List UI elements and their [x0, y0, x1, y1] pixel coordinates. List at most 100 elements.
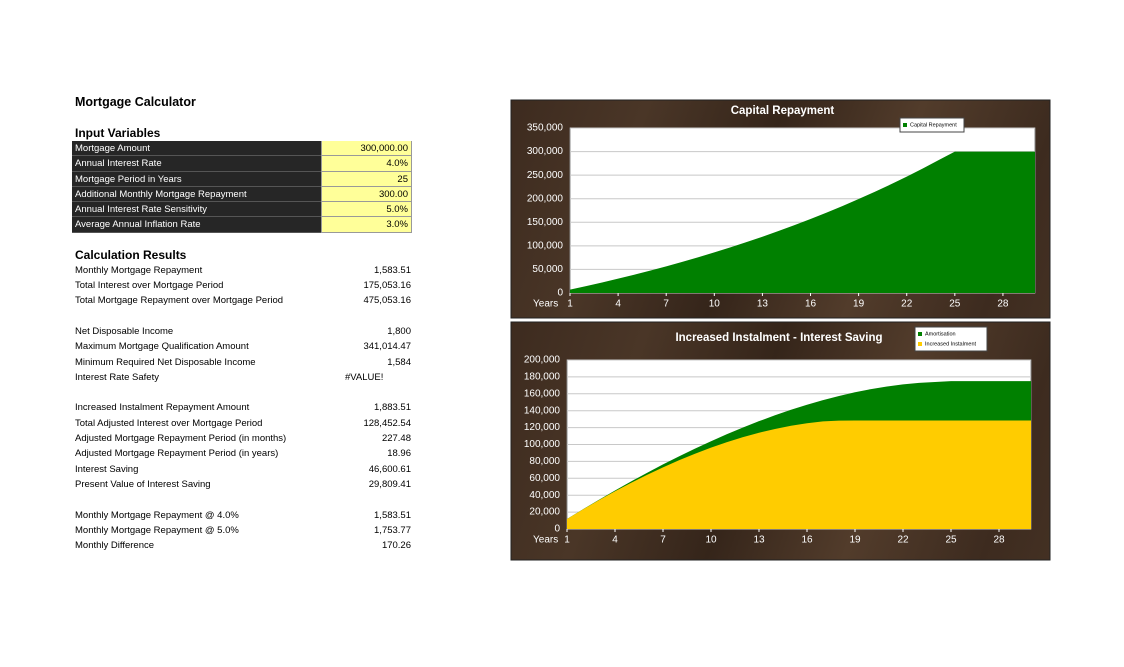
y-tick-label: 20,000: [529, 507, 560, 518]
sheet-title: Mortgage Calculator: [75, 95, 196, 109]
input-label: Annual Interest Rate Sensitivity: [72, 202, 321, 218]
input-value: 4.0%: [321, 156, 412, 172]
input-row: Additional Monthly Mortgage Repayment 300…: [72, 186, 412, 203]
result-row: Maximum Mortgage Qualification Amount 341…: [72, 339, 412, 354]
result-value: #VALUE!: [345, 371, 384, 383]
x-tick-label: 19: [853, 299, 865, 310]
result-value: 29,809.41: [368, 478, 411, 490]
result-label: Increased Instalment Repayment Amount: [75, 402, 250, 414]
x-tick-label: 4: [615, 299, 621, 310]
input-value: 3.0%: [321, 217, 412, 233]
result-label: Interest Saving: [75, 463, 139, 475]
legend-box: [899, 117, 965, 133]
result-label: Minimum Required Net Disposable Income: [75, 356, 256, 368]
result-row: Minimum Required Net Disposable Income 1,…: [72, 355, 412, 370]
x-axis-label: Years: [533, 299, 558, 310]
legend-label: Amortisation: [925, 331, 956, 337]
input-row: Mortgage Period in Years 25: [72, 171, 412, 187]
input-row: Average Annual Inflation Rate 3.0%: [72, 217, 412, 233]
legend-swatch: [903, 123, 907, 127]
y-tick-label: 80,000: [529, 456, 560, 467]
calculator-sheet: Mortgage Calculator Input Variables Mort…: [72, 95, 412, 553]
x-tick-label: 7: [663, 299, 669, 310]
result-value: 1,583.51: [374, 264, 411, 276]
result-row: Adjusted Mortgage Repayment Period (in y…: [72, 446, 412, 461]
y-tick-label: 200,000: [527, 193, 564, 204]
result-value: 475,053.16: [363, 295, 411, 307]
result-value: 128,452.54: [363, 417, 411, 429]
result-row: Total Adjusted Interest over Mortgage Pe…: [72, 416, 412, 431]
result-row: Adjusted Mortgage Repayment Period (in m…: [72, 431, 412, 446]
input-label: Annual Interest Rate: [72, 156, 321, 172]
section-heading: Calculation Results: [75, 247, 187, 262]
x-tick-label: 13: [757, 299, 769, 310]
input-row: Mortgage Amount 300,000.00: [72, 141, 412, 157]
y-tick-label: 250,000: [527, 170, 564, 181]
chart-title: Capital Repayment: [731, 105, 835, 117]
input-row: Annual Interest Rate 4.0%: [72, 156, 412, 172]
input-table: Mortgage Amount 300,000.00 Annual Interest…: [72, 141, 412, 233]
x-tick-label: 25: [949, 299, 961, 310]
result-label: Monthly Mortgage Repayment @ 5.0%: [75, 524, 239, 536]
area: [567, 420, 1031, 529]
x-tick-label: 25: [945, 535, 957, 546]
x-axis-label: Years: [533, 535, 558, 546]
x-tick-label: 7: [660, 535, 666, 546]
result-value: 170.26: [381, 540, 411, 552]
y-tick-label: 100,000: [527, 240, 564, 251]
x-tick-label: 4: [612, 535, 618, 546]
result-row: Monthly Mortgage Repayment @ 5.0% 1,753.7…: [72, 523, 412, 538]
result-label: Present Value of Interest Saving: [75, 478, 211, 490]
result-value: 1,800: [387, 325, 411, 337]
result-row: Interest Rate Safety #VALUE!: [72, 370, 412, 385]
result-row: Total Mortgage Repayment over Mortgage P…: [72, 293, 412, 308]
result-value: 1,583.51: [374, 509, 411, 521]
y-tick-label: 120,000: [524, 422, 561, 433]
result-label: Total Adjusted Interest over Mortgage Pe…: [75, 417, 263, 429]
y-tick-label: 40,000: [529, 490, 560, 501]
y-tick-label: 0: [554, 524, 560, 535]
input-value: 300,000.00: [321, 141, 412, 157]
result-value: 227.48: [381, 433, 411, 445]
x-tick-label: 10: [709, 299, 721, 310]
x-tick-label: 28: [993, 535, 1005, 546]
x-tick-label: 1: [564, 535, 570, 546]
y-tick-label: 50,000: [532, 264, 563, 275]
result-row: Present Value of Interest Saving 29,809.4…: [72, 477, 412, 492]
result-label: Net Disposable Income: [75, 325, 174, 337]
input-label: Mortgage Amount: [72, 141, 321, 157]
input-value: 300.00: [321, 186, 412, 203]
x-tick-label: 19: [849, 535, 861, 546]
result-value: 1,883.51: [374, 402, 411, 414]
y-tick-label: 100,000: [524, 439, 561, 450]
result-value: 341,014.47: [363, 341, 411, 353]
result-label: Monthly Mortgage Repayment: [75, 264, 203, 276]
result-label: Monthly Mortgage Repayment @ 4.0%: [75, 509, 239, 521]
section-heading: Input Variables: [75, 126, 161, 140]
result-label: Monthly Difference: [75, 540, 155, 552]
x-tick-label: 22: [897, 535, 909, 546]
input-label: Additional Monthly Mortgage Repayment: [72, 186, 321, 203]
y-tick-label: 60,000: [529, 473, 560, 484]
y-tick-label: 0: [557, 288, 563, 299]
result-value: 18.96: [387, 448, 411, 460]
y-tick-label: 300,000: [527, 146, 564, 157]
x-tick-label: 22: [901, 299, 913, 310]
legend-label: Capital Repayment: [910, 122, 957, 128]
x-tick-label: 16: [801, 535, 813, 546]
result-row: Net Disposable Income 1,800: [72, 324, 412, 339]
result-row: Interest Saving 46,600.61: [72, 462, 412, 477]
x-tick-label: 1: [567, 299, 573, 310]
area: [570, 151, 1035, 293]
result-label: Maximum Mortgage Qualification Amount: [75, 341, 249, 353]
result-value: 175,053.16: [363, 280, 411, 292]
x-tick-label: 10: [705, 535, 717, 546]
x-tick-label: 16: [805, 299, 817, 310]
result-label: Interest Rate Safety: [75, 371, 159, 383]
y-tick-label: 160,000: [524, 388, 561, 399]
legend-box: [914, 326, 988, 352]
result-row: Monthly Difference 170.26: [72, 538, 412, 553]
x-tick-label: 28: [997, 299, 1009, 310]
